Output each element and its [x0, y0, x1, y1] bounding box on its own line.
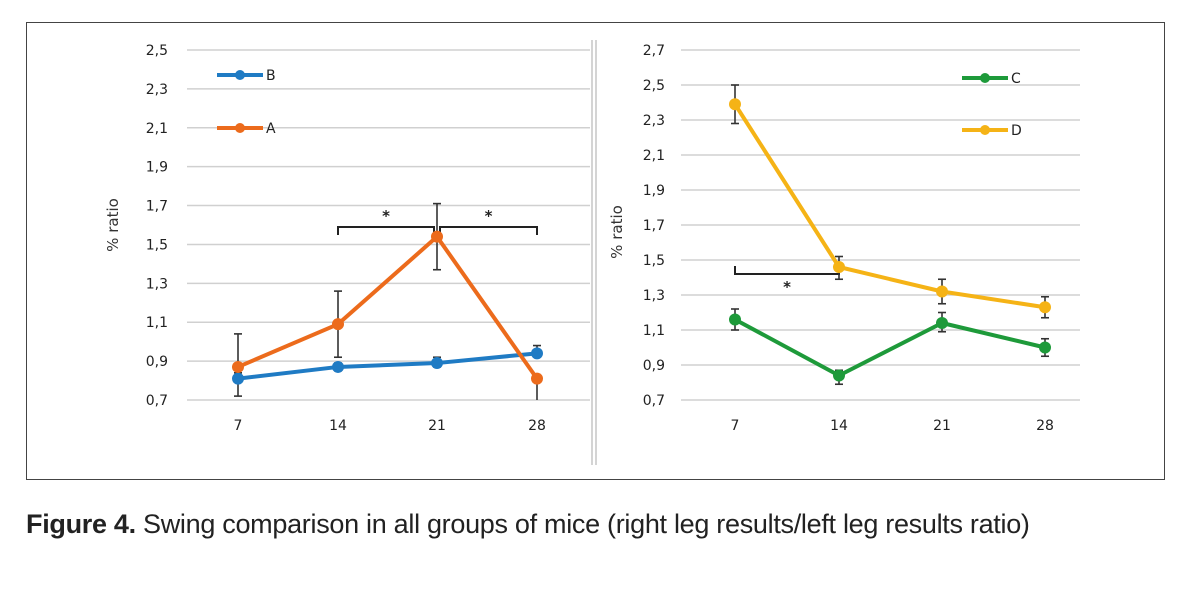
y-tick-label: 0,7 — [643, 393, 665, 409]
data-point-C — [833, 369, 845, 382]
figure-svg: 2,5 2,3 2,1 1,9 1,7 1,5 1,3 1,1 0,9 0,7 7 14 21 28 % r… — [104, 40, 1080, 465]
legend-label: C — [1011, 71, 1021, 87]
y-tick-label: 1,3 — [643, 288, 665, 304]
y-axis-label: % ratio — [608, 205, 626, 259]
significance-bracket — [734, 266, 840, 275]
legend-label: D — [1011, 123, 1022, 139]
x-tick-label: 7 — [731, 418, 740, 434]
y-tick-label: 1,7 — [146, 199, 168, 215]
data-point-C — [936, 317, 948, 329]
data-point-D — [1039, 301, 1051, 314]
x-tick-label: 7 — [234, 418, 243, 434]
data-point-C — [729, 313, 741, 326]
data-point-A — [332, 318, 344, 331]
data-point-B — [232, 372, 244, 385]
legend-marker-B — [235, 70, 245, 80]
data-point-A — [232, 360, 244, 373]
figure-frame — [26, 22, 1165, 480]
data-point-B — [431, 357, 443, 370]
series-line-A — [237, 234, 539, 380]
data-point-D — [729, 98, 741, 111]
y-tick-label: 2,3 — [643, 113, 665, 129]
legend-marker-C — [980, 73, 990, 83]
figure-caption: Figure 4. Swing comparison in all groups… — [26, 506, 1176, 542]
y-tick-label: 1,9 — [146, 160, 168, 176]
data-point-D — [833, 261, 845, 273]
series-line-C — [734, 317, 1046, 378]
y-tick-label: 2,1 — [643, 148, 665, 164]
y-tick-label: 1,5 — [643, 253, 665, 269]
legend-marker-A — [235, 123, 245, 133]
legend-label: A — [266, 121, 276, 137]
data-point-A — [531, 372, 543, 385]
y-tick-label: 1,3 — [146, 276, 168, 292]
series-line-D — [733, 103, 1046, 310]
y-tick-label: 0,7 — [146, 393, 168, 409]
y-tick-label: 1,1 — [643, 323, 665, 339]
x-tick-label: 28 — [1036, 418, 1054, 434]
y-tick-label: 2,7 — [643, 43, 665, 59]
y-tick-label: 2,5 — [146, 43, 168, 59]
y-tick-label: 0,9 — [146, 354, 168, 370]
x-tick-label: 21 — [428, 418, 446, 434]
data-point-D — [936, 285, 948, 298]
y-tick-label: 1,5 — [146, 237, 168, 253]
y-tick-label: 1,1 — [146, 315, 168, 331]
series-line-B — [237, 351, 538, 381]
data-point-C — [1039, 341, 1051, 354]
y-axis-label: % ratio — [104, 198, 122, 252]
data-point-A — [431, 230, 443, 243]
significance-star: * — [382, 207, 390, 225]
significance-bracket — [439, 225, 538, 235]
legend-label: B — [266, 68, 276, 84]
x-tick-label: 21 — [933, 418, 951, 434]
y-tick-label: 2,5 — [643, 78, 665, 94]
significance-bracket — [337, 225, 435, 235]
data-point-B — [332, 360, 344, 373]
y-tick-label: 1,9 — [643, 183, 665, 199]
legend-marker-D — [980, 125, 990, 135]
significance-star: * — [485, 207, 493, 225]
chart-left: 2,5 2,3 2,1 1,9 1,7 1,5 1,3 1,1 0,9 0,7 7 14 21 28 % r… — [104, 43, 590, 434]
chart-right: 2,7 2,5 2,3 2,1 1,9 1,7 1,5 1,3 1,1 0,9 0,7 7 14 21 28… — [608, 43, 1080, 434]
y-tick-label: 1,7 — [643, 218, 665, 234]
caption-label: Figure 4. — [26, 509, 136, 539]
x-tick-label: 14 — [329, 418, 347, 434]
x-tick-label: 14 — [830, 418, 848, 434]
significance-star: * — [783, 278, 791, 296]
y-tick-label: 2,3 — [146, 82, 168, 98]
x-tick-label: 28 — [528, 418, 546, 434]
data-point-B — [531, 347, 543, 360]
caption-text: Swing comparison in all groups of mice (… — [135, 509, 1030, 539]
y-tick-label: 0,9 — [643, 358, 665, 374]
y-tick-label: 2,1 — [146, 121, 168, 137]
